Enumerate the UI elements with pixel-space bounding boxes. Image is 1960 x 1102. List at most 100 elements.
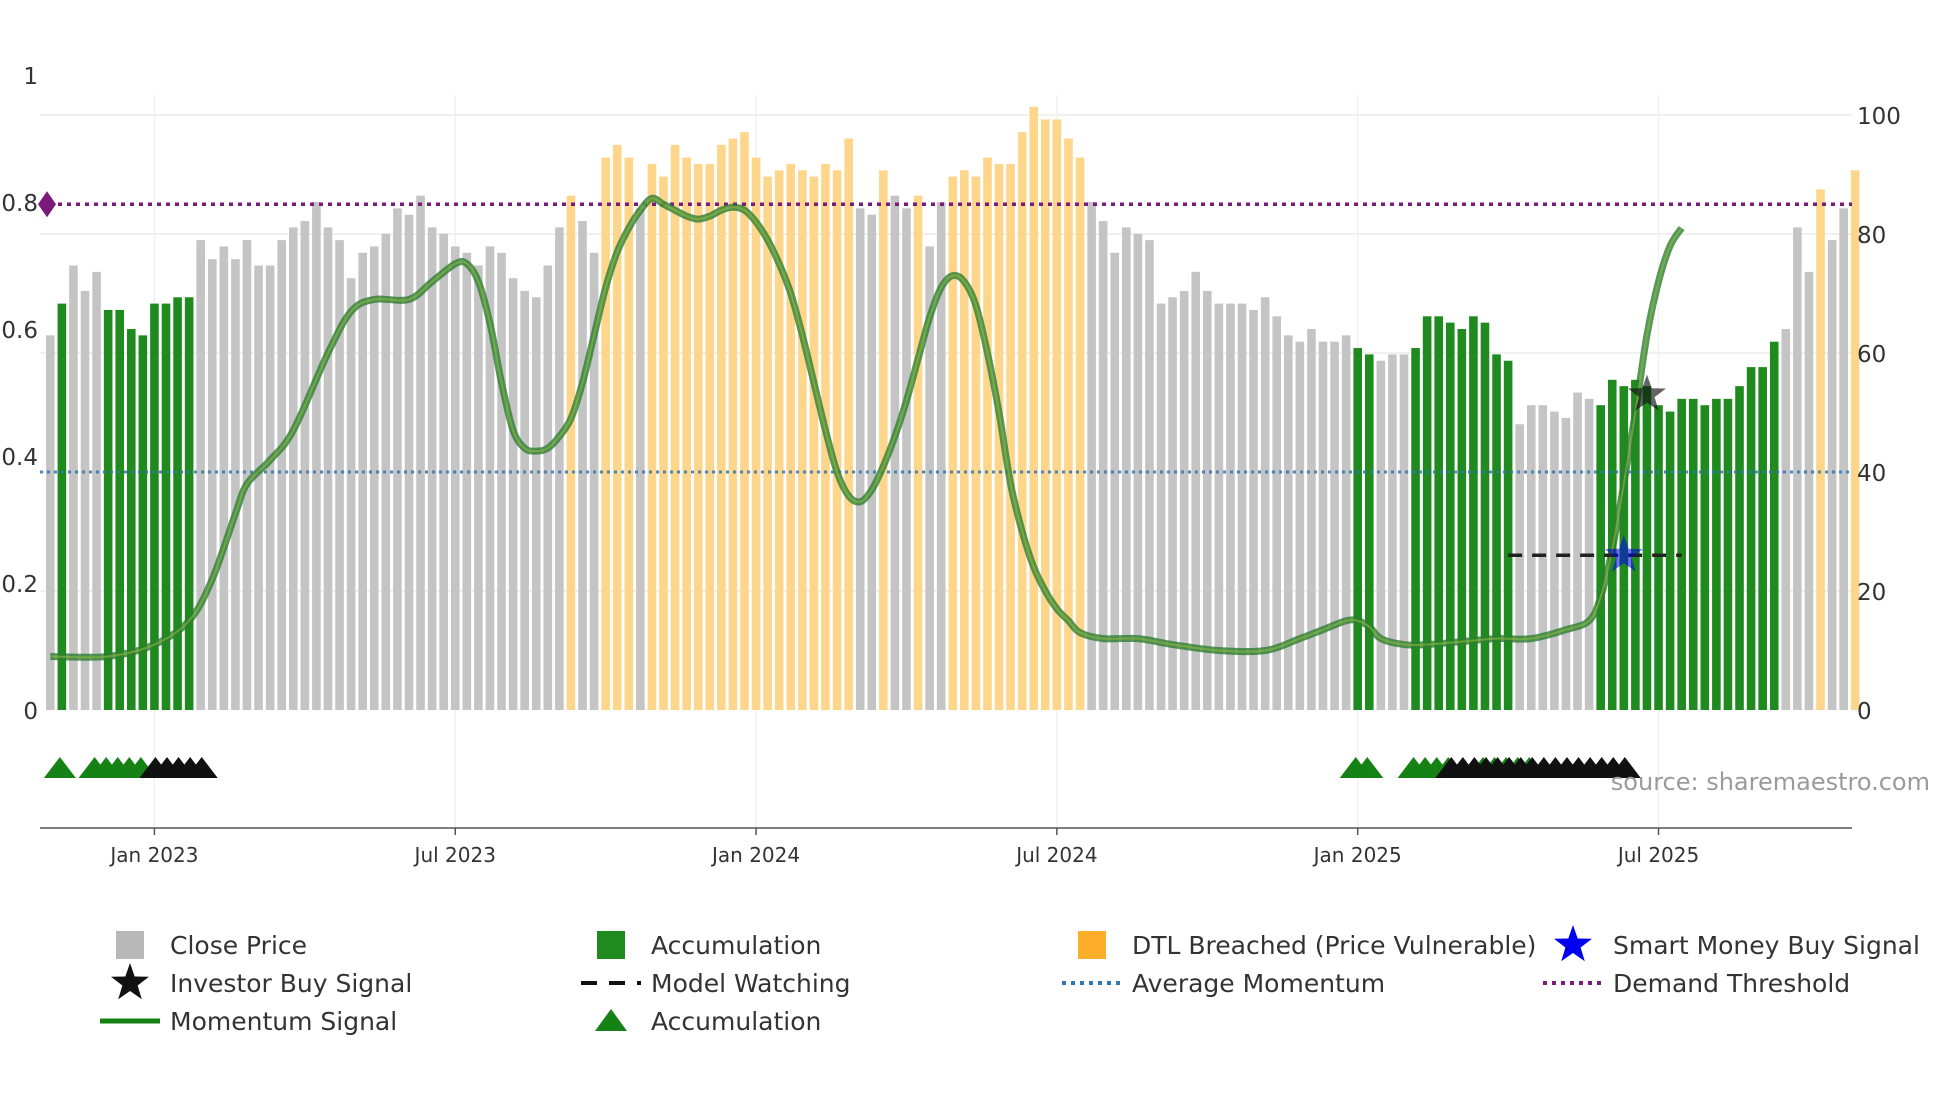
- bar-close-price: [855, 208, 865, 710]
- bar-accumulation: [1665, 411, 1675, 710]
- bar-close-price: [1295, 341, 1305, 710]
- bar-dtl-breached: [1041, 119, 1050, 710]
- bar-close-price: [520, 290, 529, 710]
- bar-close-price: [1272, 316, 1282, 710]
- bar-dtl-breached: [670, 144, 680, 711]
- legend-label: Demand Threshold: [1613, 969, 1850, 998]
- bar-close-price: [1249, 309, 1258, 710]
- bar-dtl-breached: [693, 163, 703, 710]
- bar-close-price: [902, 208, 911, 710]
- bar-close-price: [300, 221, 310, 711]
- bar-close-price: [508, 278, 518, 710]
- bar-dtl-breached: [832, 170, 842, 710]
- bar-close-price: [69, 265, 78, 710]
- bar-accumulation: [1758, 367, 1767, 710]
- bar-dtl-breached: [1017, 132, 1027, 710]
- bar-close-price: [1191, 271, 1201, 710]
- momentum-signal-highlight: [50, 197, 1683, 659]
- bar-accumulation: [1769, 341, 1779, 710]
- bar-close-price: [462, 252, 472, 711]
- bar-close-price: [1283, 335, 1293, 710]
- legend-item: Demand Threshold: [1543, 969, 1850, 998]
- bar-dtl-breached: [647, 163, 657, 710]
- bar-dtl-breached: [751, 157, 761, 711]
- bar-close-price: [1526, 405, 1536, 710]
- bar-close-price: [1804, 271, 1814, 710]
- bar-close-price: [555, 227, 564, 710]
- bar-accumulation: [1746, 367, 1756, 710]
- bar-close-price: [92, 271, 101, 710]
- x-tick-label: Jul 2023: [413, 843, 496, 867]
- bar-close-price: [1330, 341, 1339, 710]
- legend-square-icon: [597, 931, 625, 959]
- bar-dtl-breached: [1052, 119, 1062, 710]
- bar-dtl-breached: [763, 176, 772, 711]
- bar-close-price: [1145, 240, 1154, 710]
- bar-accumulation: [1457, 329, 1467, 710]
- bar-close-price: [439, 233, 448, 710]
- right-axis-tick-label: 0: [1857, 699, 1872, 725]
- bar-dtl-breached: [971, 176, 981, 711]
- legend-item: Investor Buy Signal: [111, 963, 412, 1000]
- bar-close-price: [369, 246, 379, 710]
- legend-label: Accumulation: [651, 1007, 821, 1036]
- demand-threshold-marker: [38, 191, 56, 218]
- bar-close-price: [474, 265, 483, 710]
- bar-close-price: [1133, 233, 1143, 710]
- bar-close-price: [1156, 303, 1166, 710]
- x-tick-label: Jan 2025: [1312, 843, 1402, 867]
- buy-marker: [185, 757, 218, 778]
- bar-close-price: [427, 227, 437, 710]
- bar-accumulation: [1700, 405, 1710, 710]
- bar-accumulation: [1735, 386, 1744, 710]
- bar-close-price: [1318, 341, 1328, 710]
- bar-accumulation: [173, 297, 182, 710]
- legend-label: Average Momentum: [1132, 969, 1385, 998]
- bar-close-price: [1399, 354, 1409, 710]
- bar-close-price: [196, 240, 206, 710]
- bar-close-price: [1827, 240, 1837, 710]
- bar-close-price: [578, 221, 587, 711]
- bar-close-price: [1307, 329, 1316, 710]
- markers-layer: [43, 757, 1641, 778]
- bar-close-price: [589, 252, 599, 711]
- bar-close-price: [46, 335, 55, 710]
- legend: Close Price Accumulation DTL Breached (Pri…: [100, 925, 1920, 1036]
- legend-item: Average Momentum: [1062, 969, 1385, 998]
- bar-close-price: [1538, 405, 1548, 710]
- bar-close-price: [277, 240, 286, 710]
- bar-dtl-breached: [879, 170, 888, 710]
- x-tick-label: Jul 2024: [1014, 843, 1097, 867]
- bar-close-price: [1226, 303, 1235, 710]
- x-tick-label: Jan 2024: [710, 843, 800, 867]
- bar-close-price: [346, 278, 356, 710]
- bar-close-price: [404, 214, 414, 710]
- bar-accumulation: [1353, 348, 1363, 710]
- legend-item: Smart Money Buy Signal: [1554, 925, 1920, 962]
- bar-close-price: [867, 214, 877, 710]
- bar-close-price: [1573, 392, 1582, 710]
- bar-close-price: [1237, 303, 1247, 710]
- legend-star-icon: [111, 963, 149, 1000]
- right-axis-tick-label: 100: [1857, 104, 1901, 130]
- bar-dtl-breached: [566, 195, 576, 710]
- left-axis-tick-label: 0.6: [1, 318, 38, 344]
- bar-dtl-breached: [913, 195, 923, 710]
- axes-layer: Jan 2023 Jul 2023 Jan 2024 Jul 2024 Jan 2025…: [1, 64, 1900, 867]
- bar-dtl-breached: [740, 132, 749, 710]
- left-axis-tick-label: 0.4: [1, 445, 38, 471]
- bar-close-price: [1341, 335, 1351, 710]
- bar-dtl-breached: [960, 170, 969, 710]
- right-axis-tick-label: 80: [1857, 223, 1886, 249]
- legend-label: Model Watching: [651, 969, 851, 998]
- accumulation-marker: [43, 757, 76, 778]
- bar-accumulation: [1654, 405, 1663, 710]
- legend-square-icon: [1078, 931, 1106, 959]
- legend-item: Accumulation: [595, 1007, 821, 1036]
- bar-dtl-breached: [844, 138, 853, 710]
- smart-money-buy-star: [1604, 535, 1643, 572]
- legend-item: Close Price: [116, 931, 307, 960]
- bar-dtl-breached: [612, 144, 622, 711]
- legend-star-icon: [1554, 925, 1592, 962]
- bar-close-price: [1098, 221, 1108, 711]
